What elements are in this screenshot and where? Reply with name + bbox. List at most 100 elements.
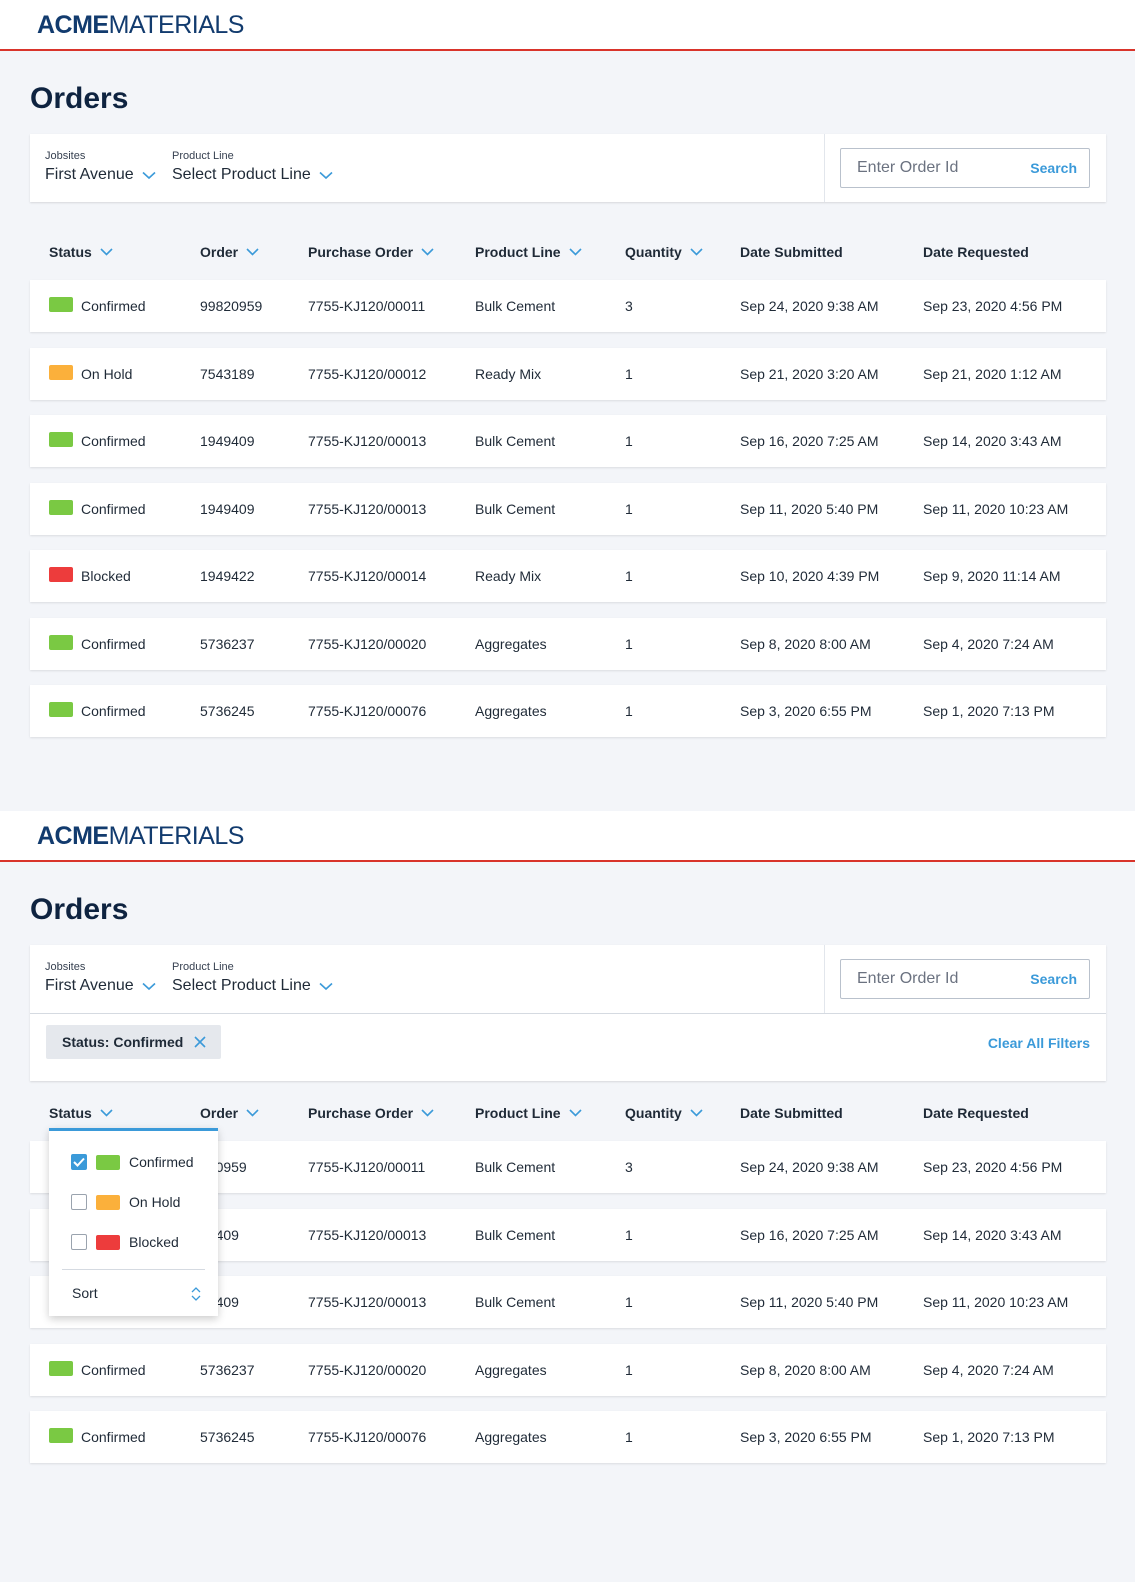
status-option-on-hold[interactable]: On Hold — [71, 1192, 180, 1212]
status-text: Blocked — [81, 568, 131, 584]
column-date-requested[interactable]: Date Requested — [923, 244, 1029, 260]
divider — [824, 945, 825, 1013]
jobsites-select[interactable]: First Avenue — [45, 977, 156, 995]
table-header: Status Order Purchase Order Product Line… — [30, 244, 1106, 274]
product-line-label: Product Line — [172, 961, 234, 973]
date-submitted: Sep 24, 2020 9:38 AM — [740, 1159, 879, 1175]
order-id-input[interactable] — [841, 960, 1016, 998]
order-id-input[interactable] — [841, 149, 1016, 187]
brand-logo[interactable]: ACMEMATERIALS — [37, 11, 244, 39]
close-icon[interactable] — [193, 1035, 207, 1049]
purchase-order: 7755-KJ120/00020 — [308, 1361, 427, 1378]
clear-all-filters-link[interactable]: Clear All Filters — [987, 1035, 1090, 1051]
column-purchase-order[interactable]: Purchase Order — [308, 1105, 434, 1121]
date-requested: Sep 14, 2020 3:43 AM — [923, 433, 1062, 449]
column-date-requested[interactable]: Date Requested — [923, 1105, 1029, 1121]
product-line: Bulk Cement — [475, 433, 556, 449]
column-product-line[interactable]: Product Line — [475, 244, 582, 260]
table-row[interactable]: On Hold 7543189 7755-KJ120/00012 Ready Mix 1… — [30, 347, 1106, 400]
product-line: Ready Mix — [475, 568, 542, 584]
status-text: Confirmed — [81, 500, 146, 517]
purchase-order: 7755-KJ120/00020 — [308, 635, 427, 652]
column-label: Product Line — [475, 1105, 561, 1121]
table-row[interactable]: Confirmed 5736237 7755-KJ120/00020 Aggregat… — [30, 617, 1106, 670]
column-order[interactable]: Order — [200, 244, 259, 260]
quantity: 1 — [625, 1361, 633, 1378]
chevron-down-icon — [142, 982, 156, 991]
date-submitted: Sep 16, 2020 7:25 AM — [740, 433, 879, 449]
checkbox[interactable] — [71, 1154, 87, 1170]
column-status[interactable]: Status — [49, 244, 113, 260]
order-number: 99820959 — [200, 298, 263, 314]
column-order[interactable]: Order — [200, 1105, 259, 1121]
column-date-submitted[interactable]: Date Submitted — [740, 244, 843, 260]
order-search: Search — [840, 148, 1090, 188]
quantity: 1 — [625, 433, 633, 449]
date-requested: Sep 14, 2020 3:43 AM — [923, 1226, 1062, 1243]
status-text: Confirmed — [81, 1429, 146, 1445]
quantity: 1 — [625, 500, 633, 517]
table-row[interactable]: Confirmed 1949409 7755-KJ120/00013 Bulk Cem… — [30, 415, 1106, 467]
app-header: ACMEMATERIALS — [0, 811, 1135, 862]
column-label: Date Submitted — [740, 244, 843, 260]
product-line-select[interactable]: Select Product Line — [172, 166, 333, 184]
column-label: Purchase Order — [308, 1105, 414, 1121]
filter-bar: Jobsites First Avenue Product Line Selec… — [30, 134, 1106, 202]
status-swatch — [96, 1234, 120, 1250]
checkbox[interactable] — [71, 1234, 87, 1250]
status-swatch — [49, 702, 73, 717]
product-line: Aggregates — [475, 703, 547, 719]
table-row[interactable]: Confirmed 5736245 7755-KJ120/00076 Aggregat… — [30, 685, 1106, 737]
status-swatch — [49, 297, 73, 312]
chevron-down-icon — [142, 171, 156, 180]
status-option-confirmed[interactable]: Confirmed — [71, 1152, 194, 1172]
column-quantity[interactable]: Quantity — [625, 1105, 703, 1121]
status-text: Confirmed — [81, 1361, 146, 1378]
divider — [824, 134, 825, 202]
column-purchase-order[interactable]: Purchase Order — [308, 244, 434, 260]
jobsites-select[interactable]: First Avenue — [45, 166, 156, 184]
column-date-submitted[interactable]: Date Submitted — [740, 1105, 843, 1121]
order-number: 1949422 — [200, 568, 255, 584]
date-submitted: Sep 3, 2020 6:55 PM — [740, 1429, 872, 1445]
table-row[interactable]: Blocked 1949422 7755-KJ120/00014 Ready Mix 1… — [30, 550, 1106, 602]
order-number: 5736237 — [200, 1361, 255, 1378]
column-label: Purchase Order — [308, 244, 414, 260]
column-quantity[interactable]: Quantity — [625, 244, 703, 260]
purchase-order: 7755-KJ120/00013 — [308, 1226, 427, 1243]
product-line: Bulk Cement — [475, 1294, 556, 1310]
status-text: Confirmed — [81, 703, 146, 719]
product-line-value: Select Product Line — [172, 977, 311, 994]
page-title: Orders — [30, 893, 129, 926]
status-text: Confirmed — [81, 635, 146, 652]
checkbox[interactable] — [71, 1194, 87, 1210]
product-line-value: Select Product Line — [172, 166, 311, 183]
sort-icon[interactable] — [190, 1286, 202, 1302]
product-line-select[interactable]: Select Product Line — [172, 977, 333, 995]
product-line: Bulk Cement — [475, 298, 556, 314]
status-filter-dropdown: Confirmed On Hold Blocked Sort — [49, 1128, 218, 1316]
search-button[interactable]: Search — [1030, 160, 1077, 176]
column-product-line[interactable]: Product Line — [475, 1105, 582, 1121]
column-status[interactable]: Status — [49, 1105, 113, 1121]
chip-label: Status: Confirmed — [62, 1034, 184, 1050]
table-row[interactable]: Confirmed 99820959 7755-KJ120/00011 Bulk Ce… — [30, 280, 1106, 332]
chevron-down-icon — [421, 248, 434, 256]
column-label: Order — [200, 1105, 239, 1121]
quantity: 1 — [625, 568, 633, 584]
quantity: 1 — [625, 1294, 633, 1310]
table-row[interactable]: Confirmed 1949409 7755-KJ120/00013 Bulk Cem… — [30, 482, 1106, 535]
date-requested: Sep 9, 2020 11:14 AM — [923, 568, 1061, 584]
status-swatch — [96, 1154, 120, 1170]
purchase-order: 7755-KJ120/00014 — [308, 568, 427, 584]
date-submitted: Sep 10, 2020 4:39 PM — [740, 568, 880, 584]
status-option-blocked[interactable]: Blocked — [71, 1232, 179, 1252]
table-row[interactable]: Confirmed 5736237 7755-KJ120/00020 Aggregat… — [30, 1343, 1106, 1396]
table-row[interactable]: Confirmed 5736245 7755-KJ120/00076 Aggregat… — [30, 1411, 1106, 1463]
column-label: Status — [49, 1105, 92, 1121]
search-button[interactable]: Search — [1030, 971, 1077, 987]
brand-logo[interactable]: ACMEMATERIALS — [37, 822, 244, 850]
column-label: Order — [200, 244, 239, 260]
product-line: Ready Mix — [475, 365, 542, 382]
date-submitted: Sep 11, 2020 5:40 PM — [740, 1294, 879, 1310]
